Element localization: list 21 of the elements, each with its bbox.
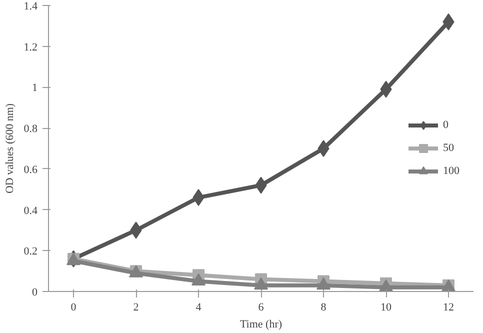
y-tick-label: 0.8 [24, 123, 38, 136]
x-axis-title: Time (hr) [240, 318, 282, 330]
legend-label: 50 [443, 142, 455, 154]
y-axis-title: OD values (600 nm) [4, 103, 16, 194]
y-tick-label: 0.4 [24, 204, 38, 217]
x-tick-label: 12 [443, 302, 454, 314]
y-tick-label: 0 [32, 286, 38, 298]
legend-label: 0 [443, 119, 450, 131]
x-tick-label: 6 [258, 302, 264, 314]
point [318, 140, 330, 157]
x-tick-label: 2 [133, 302, 139, 314]
x-tick-label: 10 [380, 302, 392, 314]
y-tick-label: 1.2 [24, 41, 38, 54]
y-tick-label: 1.4 [24, 0, 38, 12]
y-tick-label: 0.2 [24, 246, 38, 258]
x-tick-label: 0 [70, 302, 77, 314]
x-tick-label: 4 [196, 302, 202, 314]
y-tick-label: 1 [32, 82, 38, 94]
x-tick-label: 8 [320, 302, 327, 314]
y-tick-label: 0.6 [24, 164, 38, 176]
legend-label: 100 [443, 165, 460, 177]
